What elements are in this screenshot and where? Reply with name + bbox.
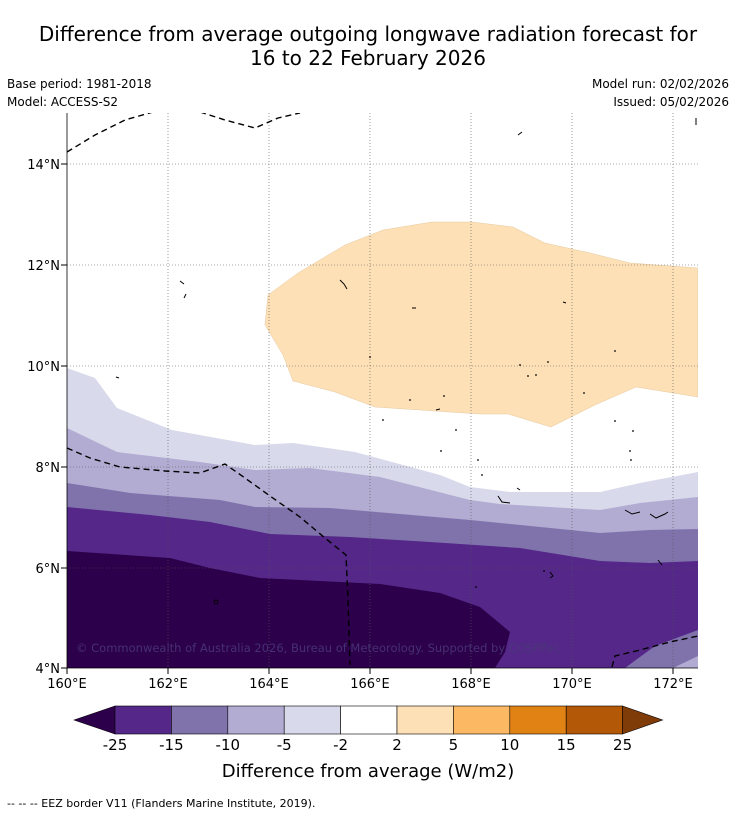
colorbar-swatch (453, 705, 511, 735)
colorbar-tick-label: -2 (333, 736, 349, 754)
colorbar-tick-label: 2 (392, 736, 402, 754)
colorbar-title: Difference from average (W/m2) (221, 761, 515, 782)
lat-label-14n: 14°N (27, 158, 60, 173)
island-outlines (115, 118, 697, 605)
colorbar-extend-low (73, 705, 116, 735)
colorbar (73, 705, 664, 735)
colorbar-swatch (114, 705, 172, 735)
lon-label-162e: 162°E (148, 677, 188, 692)
lon-label-160e: 160°E (47, 677, 87, 692)
colorbar-tick-label: -25 (102, 736, 128, 754)
lat-label-8n: 8°N (36, 461, 61, 476)
contour-southeast-patch (625, 630, 698, 668)
eez-borders (67, 113, 698, 668)
colorbar-swatch (396, 705, 454, 735)
model-name: Model: ACCESS-S2 (7, 95, 119, 109)
lon-label-168e: 168°E (451, 677, 491, 692)
colorbar-tick-label: -15 (159, 736, 184, 754)
colorbar-swatch (227, 705, 285, 735)
colorbar-tick-label: 15 (556, 736, 576, 754)
colorbar-swatch (340, 705, 398, 735)
lat-label-6n: 6°N (36, 562, 61, 577)
colorbar-swatch (565, 705, 623, 735)
lon-label-170e: 170°E (552, 677, 592, 692)
issued-date: Issued: 05/02/2026 (613, 95, 729, 109)
eez-border-legend: -- -- -- EEZ border V11 (Flanders Marine… (7, 797, 316, 810)
lon-label-172e: 172°E (653, 677, 693, 692)
graticule (67, 113, 698, 668)
base-period: Base period: 1981-2018 (7, 77, 152, 91)
colorbar-swatch (509, 705, 567, 735)
lon-label-164e: 164°E (249, 677, 289, 692)
meta-right: Model run: 02/02/2026 Issued: 05/02/2026 (592, 75, 729, 111)
title-line-2: 16 to 22 February 2026 (250, 46, 486, 70)
meta-left: Base period: 1981-2018 Model: ACCESS-S2 (7, 75, 152, 111)
title-line-1: Difference from average outgoing longwav… (38, 22, 698, 46)
axis-ticks (61, 163, 674, 674)
latitude-labels: 14°N 12°N 10°N 8°N 6°N 4°N (27, 158, 60, 677)
colorbar-tick-label: 10 (500, 736, 520, 754)
lon-label-166e: 166°E (350, 677, 390, 692)
longitude-labels: 160°E 162°E 164°E 166°E 168°E 170°E 172°… (47, 677, 693, 692)
lat-label-4n: 4°N (36, 662, 61, 677)
colorbar-extend-high (622, 705, 664, 735)
lat-label-12n: 12°N (27, 259, 60, 274)
lat-label-10n: 10°N (27, 360, 60, 375)
map-plot-area (67, 113, 698, 668)
map-title: Difference from average outgoing longwav… (0, 22, 736, 70)
colorbar-tick-label: -5 (276, 736, 292, 754)
atoll-dots (369, 350, 634, 588)
colorbar-tick-label: 25 (613, 736, 633, 754)
contour-below-minus25 (67, 551, 510, 668)
copyright-notice: © Commonwealth of Australia 2026, Bureau… (76, 641, 560, 655)
colorbar-swatch (283, 705, 341, 735)
colorbar-tick-label: -10 (215, 736, 241, 754)
model-run: Model run: 02/02/2026 (591, 77, 729, 91)
colorbar-tick-label: 5 (448, 736, 459, 754)
colorbar-swatch (171, 705, 229, 735)
contour-southeast-patch-light (673, 656, 698, 668)
contour-plus2-to-plus5 (264, 221, 698, 428)
